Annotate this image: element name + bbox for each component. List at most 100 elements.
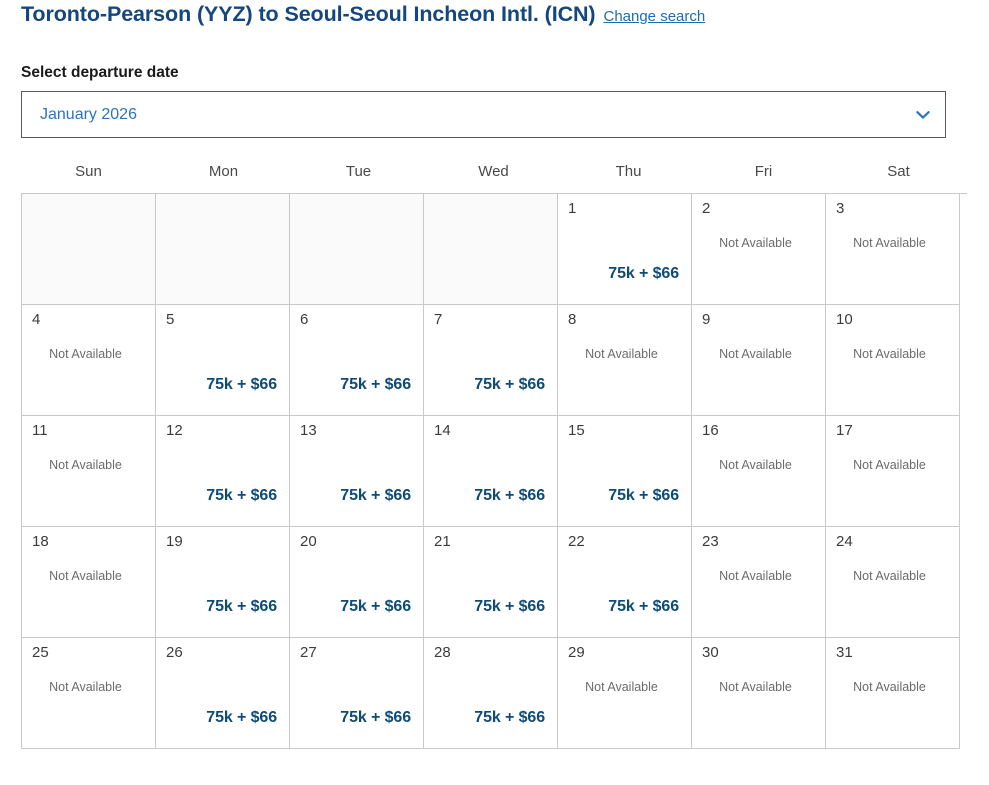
award-price: 75k + $66 <box>340 598 411 615</box>
calendar-day-cell: 2 Not Available <box>692 194 826 305</box>
not-available-label: Not Available <box>853 347 926 361</box>
day-header-mon: Mon <box>208 163 239 180</box>
calendar-day-cell[interactable]: 19 75k + $66 <box>156 527 290 638</box>
day-header-tue: Tue <box>345 163 372 180</box>
calendar-day-headers: Sun Mon Tue Wed Thu Fri Sat <box>21 163 966 180</box>
day-number: 26 <box>166 644 183 661</box>
day-number: 21 <box>434 533 451 550</box>
not-available-label: Not Available <box>719 347 792 361</box>
departure-date-label: Select departure date <box>21 64 179 81</box>
not-available-label: Not Available <box>853 458 926 472</box>
day-number: 9 <box>702 311 711 328</box>
award-price: 75k + $66 <box>474 709 545 726</box>
award-price: 75k + $66 <box>608 598 679 615</box>
award-price: 75k + $66 <box>206 487 277 504</box>
day-number: 23 <box>702 533 719 550</box>
award-price: 75k + $66 <box>340 709 411 726</box>
day-number: 14 <box>434 422 451 439</box>
day-number: 10 <box>836 311 853 328</box>
calendar-grid: 1 75k + $66 2 Not Available 3 Not Available 4 N… <box>21 193 967 749</box>
award-price: 75k + $66 <box>608 265 679 282</box>
award-price: 75k + $66 <box>206 598 277 615</box>
not-available-label: Not Available <box>49 569 122 583</box>
calendar-day-cell[interactable]: 28 75k + $66 <box>424 638 558 749</box>
calendar-day-cell: 4 Not Available <box>22 305 156 416</box>
calendar-day-cell[interactable]: 20 75k + $66 <box>290 527 424 638</box>
calendar-day-cell: 25 Not Available <box>22 638 156 749</box>
award-price: 75k + $66 <box>206 376 277 393</box>
month-select[interactable]: January 2026 <box>21 91 946 138</box>
day-number: 28 <box>434 644 451 661</box>
not-available-label: Not Available <box>49 680 122 694</box>
award-price: 75k + $66 <box>340 376 411 393</box>
day-number: 18 <box>32 533 49 550</box>
day-header-wed: Wed <box>478 163 509 180</box>
day-header-sun: Sun <box>75 163 102 180</box>
month-select-value: January 2026 <box>40 105 137 123</box>
not-available-label: Not Available <box>585 680 658 694</box>
day-number: 11 <box>32 422 48 439</box>
award-price: 75k + $66 <box>474 376 545 393</box>
not-available-label: Not Available <box>853 236 926 250</box>
not-available-label: Not Available <box>719 569 792 583</box>
award-price: 75k + $66 <box>206 709 277 726</box>
not-available-label: Not Available <box>49 347 122 361</box>
not-available-label: Not Available <box>853 569 926 583</box>
day-number: 15 <box>568 422 585 439</box>
calendar-cell-empty <box>22 194 156 305</box>
calendar-day-cell: 9 Not Available <box>692 305 826 416</box>
day-number: 22 <box>568 533 585 550</box>
calendar-day-cell[interactable]: 22 75k + $66 <box>558 527 692 638</box>
calendar-day-cell: 18 Not Available <box>22 527 156 638</box>
not-available-label: Not Available <box>585 347 658 361</box>
day-number: 4 <box>32 311 41 328</box>
day-number: 2 <box>702 200 711 217</box>
day-number: 27 <box>300 644 317 661</box>
award-price: 75k + $66 <box>340 487 411 504</box>
day-number: 25 <box>32 644 49 661</box>
calendar-cell-empty <box>290 194 424 305</box>
award-price: 75k + $66 <box>474 598 545 615</box>
calendar-week-row: 1 75k + $66 2 Not Available 3 Not Available <box>22 194 967 305</box>
calendar-day-cell: 8 Not Available <box>558 305 692 416</box>
day-number: 20 <box>300 533 317 550</box>
not-available-label: Not Available <box>719 236 792 250</box>
calendar-cell-empty <box>156 194 290 305</box>
page-title: Toronto-Pearson (YYZ) to Seoul-Seoul Inc… <box>21 2 596 26</box>
award-price: 75k + $66 <box>474 487 545 504</box>
calendar-day-cell: 3 Not Available <box>826 194 960 305</box>
change-search-link[interactable]: Change search <box>603 8 706 25</box>
calendar-day-cell: 11 Not Available <box>22 416 156 527</box>
calendar-day-cell[interactable]: 15 75k + $66 <box>558 416 692 527</box>
calendar-day-cell: 16 Not Available <box>692 416 826 527</box>
award-price: 75k + $66 <box>608 487 679 504</box>
calendar-day-cell: 31 Not Available <box>826 638 960 749</box>
calendar-week-row: 25 Not Available 26 75k + $66 27 75k + $66 28 7… <box>22 638 967 749</box>
calendar-day-cell: 17 Not Available <box>826 416 960 527</box>
day-number: 31 <box>836 644 853 661</box>
calendar-day-cell[interactable]: 12 75k + $66 <box>156 416 290 527</box>
day-number: 1 <box>568 200 577 217</box>
day-number: 6 <box>300 311 309 328</box>
not-available-label: Not Available <box>719 458 792 472</box>
calendar-day-cell[interactable]: 13 75k + $66 <box>290 416 424 527</box>
day-number: 24 <box>836 533 853 550</box>
calendar-day-cell[interactable]: 26 75k + $66 <box>156 638 290 749</box>
calendar-day-cell: 24 Not Available <box>826 527 960 638</box>
calendar-day-cell[interactable]: 14 75k + $66 <box>424 416 558 527</box>
calendar-day-cell[interactable]: 5 75k + $66 <box>156 305 290 416</box>
day-number: 16 <box>702 422 719 439</box>
calendar-day-cell[interactable]: 1 75k + $66 <box>558 194 692 305</box>
day-header-thu: Thu <box>615 163 642 180</box>
chevron-down-icon <box>916 110 930 119</box>
calendar-day-cell[interactable]: 21 75k + $66 <box>424 527 558 638</box>
calendar-day-cell[interactable]: 7 75k + $66 <box>424 305 558 416</box>
calendar-week-row: 18 Not Available 19 75k + $66 20 75k + $66 21 7… <box>22 527 967 638</box>
calendar-day-cell[interactable]: 27 75k + $66 <box>290 638 424 749</box>
day-number: 30 <box>702 644 719 661</box>
day-number: 3 <box>836 200 845 217</box>
calendar-day-cell[interactable]: 6 75k + $66 <box>290 305 424 416</box>
day-number: 29 <box>568 644 585 661</box>
day-number: 19 <box>166 533 183 550</box>
